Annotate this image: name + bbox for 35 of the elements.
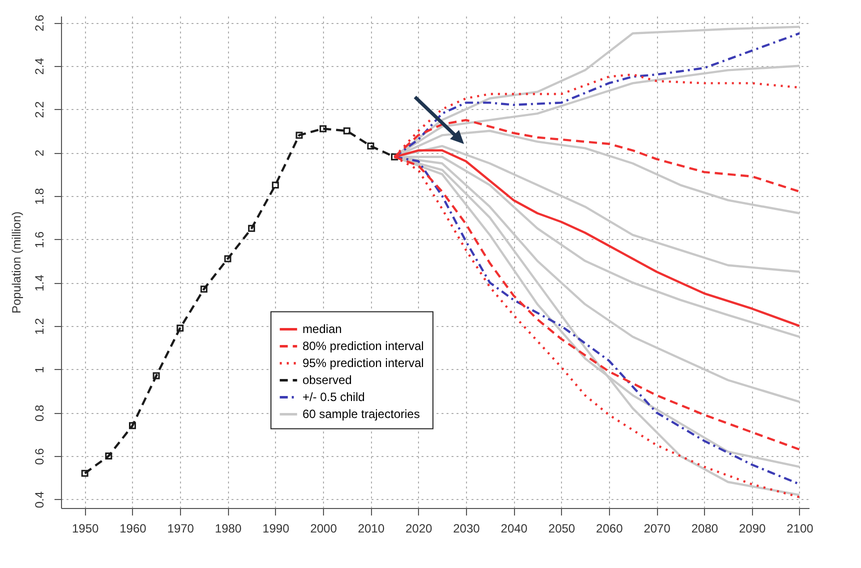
x-tick-label: 1960	[120, 522, 147, 536]
y-tick-label: 1.2	[32, 318, 46, 335]
x-tick-label: 2000	[310, 522, 338, 536]
y-tick-label: 1.8	[32, 188, 46, 205]
y-tick-label: 0.8	[32, 404, 46, 422]
y-tick-label: 2.4	[32, 58, 46, 75]
x-tick-label: 2080	[691, 522, 718, 536]
legend-label: median	[302, 322, 342, 336]
x-tick-label: 1950	[72, 522, 99, 536]
y-tick-label: 1	[32, 366, 46, 374]
legend-label: observed	[302, 373, 352, 388]
legend-label: +/- 0.5 child	[302, 390, 365, 404]
x-tick-label: 2020	[405, 522, 432, 536]
x-tick-label: 2060	[596, 522, 624, 536]
y-axis-title: Population (million)	[10, 211, 24, 314]
x-tick-label: 2050	[548, 522, 576, 536]
x-tick-label: 1970	[167, 522, 194, 536]
y-tick-label: 2	[32, 149, 46, 156]
legend-label: 95% prediction interval	[302, 356, 424, 370]
x-tick-label: 2070	[644, 522, 671, 536]
x-tick-label: 2090	[738, 522, 766, 536]
x-tick-label: 2040	[500, 522, 528, 536]
legend-label: 80% prediction interval	[302, 339, 424, 354]
x-tick-label: 1980	[214, 522, 242, 536]
x-tick-label: 2100	[786, 522, 814, 536]
legend-label: 60 sample trajectories	[302, 407, 420, 422]
y-tick-label: 2.6	[32, 14, 46, 32]
y-tick-label: 1.6	[32, 231, 46, 248]
y-tick-label: 2.2	[32, 101, 46, 118]
x-tick-label: 2030	[453, 522, 480, 536]
y-tick-label: 1.4	[32, 274, 46, 292]
y-tick-label: 0.4	[32, 491, 46, 508]
x-tick-label: 2010	[358, 522, 385, 536]
x-tick-label: 1990	[262, 522, 290, 536]
y-tick-label: 0.6	[32, 448, 46, 465]
